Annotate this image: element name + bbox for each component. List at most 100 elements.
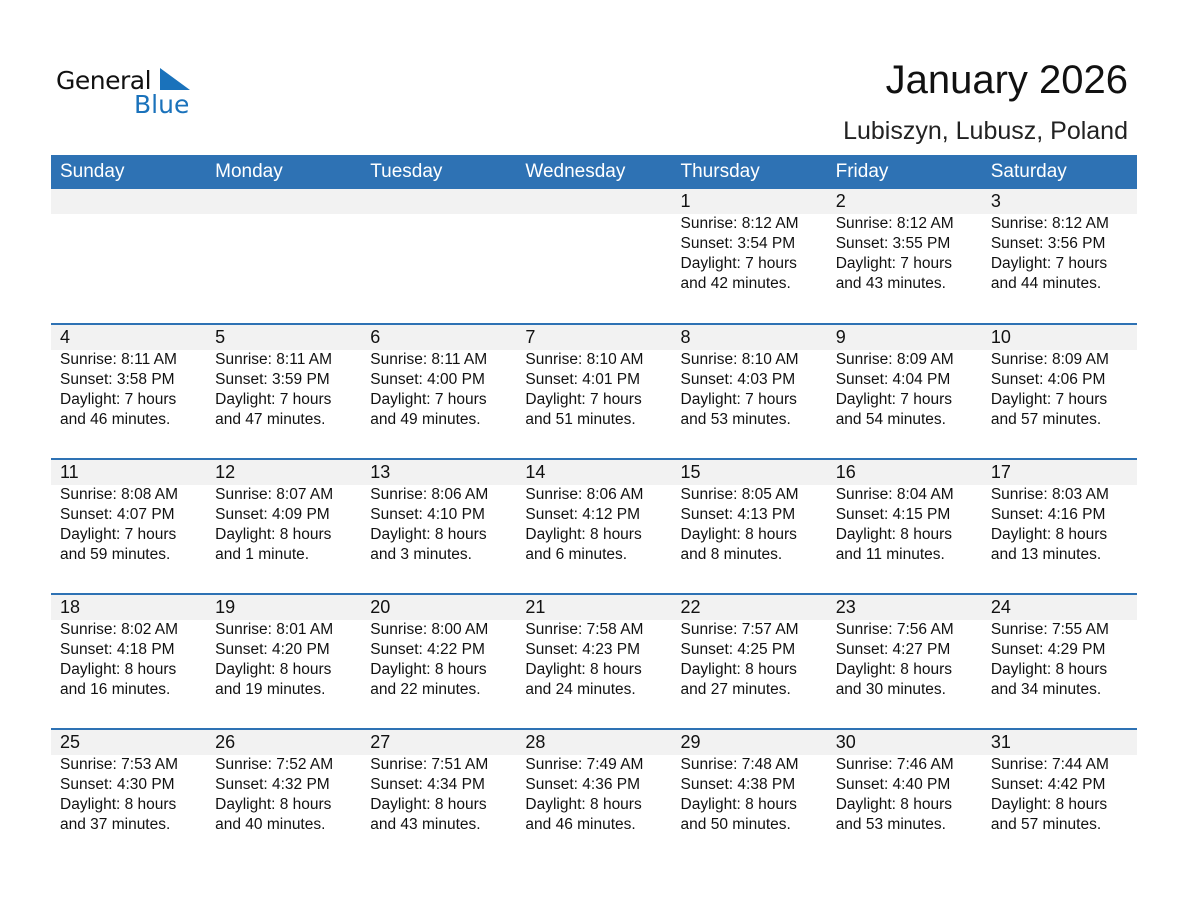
day-cell: 28 Sunrise: 7:49 AM Sunset: 4:36 PM Dayligh… — [516, 730, 671, 865]
day-cell: 12 Sunrise: 8:07 AM Sunset: 4:09 PM Dayligh… — [206, 460, 361, 595]
sunrise-text: Sunrise: 7:55 AM — [990, 621, 1109, 638]
daylight-minutes-text: and 8 minutes. — [680, 546, 783, 563]
daylight-minutes-text: and 11 minutes. — [835, 546, 945, 563]
sunrise-text: Sunrise: 8:10 AM — [525, 351, 644, 368]
sunset-text: Sunset: 4:09 PM — [215, 506, 330, 523]
sunrise-text: Sunrise: 8:09 AM — [835, 351, 954, 368]
daylight-minutes-text: and 43 minutes. — [370, 816, 481, 833]
weekday-thursday: Thursday — [680, 161, 760, 182]
daylight-minutes-text: and 43 minutes. — [835, 275, 946, 292]
sunset-text: Sunset: 4:23 PM — [525, 641, 640, 658]
sunset-text: Sunset: 3:54 PM — [680, 235, 796, 252]
daylight-minutes-text: and 22 minutes. — [370, 681, 481, 698]
daylight-minutes-text: and 53 minutes. — [835, 816, 946, 833]
sunrise-text: Sunrise: 8:03 AM — [990, 486, 1109, 503]
day-number: 30 — [835, 732, 856, 752]
daylight-minutes-text: and 46 minutes. — [525, 816, 636, 833]
day-cell: 19 Sunrise: 8:01 AM Sunset: 4:20 PM Dayligh… — [206, 595, 361, 730]
day-number: 15 — [680, 462, 701, 482]
sunset-text: Sunset: 4:16 PM — [990, 506, 1106, 523]
daylight-minutes-text: and 44 minutes. — [990, 275, 1102, 292]
sunrise-text: Sunrise: 7:49 AM — [525, 756, 644, 773]
sunrise-text: Sunrise: 8:00 AM — [370, 621, 489, 638]
daylight-text: Daylight: 7 hours — [215, 391, 332, 408]
day-number: 10 — [990, 327, 1011, 347]
sunset-text: Sunset: 4:03 PM — [680, 371, 796, 388]
logo-text-general: General — [56, 66, 152, 95]
daylight-minutes-text: and 27 minutes. — [680, 681, 791, 698]
daylight-text: Daylight: 8 hours — [835, 796, 952, 813]
day-cell: 20 Sunrise: 8:00 AM Sunset: 4:22 PM Dayligh… — [361, 595, 516, 730]
sunrise-text: Sunrise: 8:12 AM — [680, 215, 799, 232]
sunrise-text: Sunrise: 8:11 AM — [370, 351, 488, 368]
sunset-text: Sunset: 3:56 PM — [990, 235, 1106, 252]
sunset-text: Sunset: 4:18 PM — [60, 641, 175, 658]
daylight-minutes-text: and 50 minutes. — [680, 816, 791, 833]
daylight-minutes-text: and 16 minutes. — [60, 681, 171, 698]
daylight-minutes-text: and 53 minutes. — [680, 411, 791, 428]
daylight-text: Daylight: 8 hours — [215, 526, 332, 543]
sunrise-text: Sunrise: 7:46 AM — [835, 756, 954, 773]
sunrise-text: Sunrise: 8:10 AM — [680, 351, 799, 368]
daylight-minutes-text: and 34 minutes. — [990, 681, 1102, 698]
weekday-friday: Friday — [835, 161, 889, 182]
daylight-text: Daylight: 8 hours — [60, 661, 177, 678]
sunrise-text: Sunrise: 8:11 AM — [215, 351, 333, 368]
day-cell: 16 Sunrise: 8:04 AM Sunset: 4:15 PM Dayligh… — [827, 460, 982, 595]
date-band — [51, 595, 1137, 620]
week-row: 4 Sunrise: 8:11 AM Sunset: 3:58 PM Daylight… — [51, 323, 1137, 458]
daylight-text: Daylight: 7 hours — [680, 255, 797, 272]
day-number: 25 — [60, 732, 81, 752]
daylight-minutes-text: and 46 minutes. — [60, 411, 171, 428]
daylight-text: Daylight: 8 hours — [680, 526, 797, 543]
daylight-text: Daylight: 7 hours — [370, 391, 487, 408]
daylight-text: Daylight: 7 hours — [60, 526, 177, 543]
week-row: 11 Sunrise: 8:08 AM Sunset: 4:07 PM Dayligh… — [51, 458, 1137, 593]
daylight-text: Daylight: 7 hours — [835, 255, 952, 272]
daylight-text: Daylight: 7 hours — [60, 391, 177, 408]
day-cell: 7 Sunrise: 8:10 AM Sunset: 4:01 PM Daylight… — [516, 325, 671, 460]
day-number: 12 — [215, 462, 236, 482]
sunrise-text: Sunrise: 7:52 AM — [215, 756, 334, 773]
day-cell: 21 Sunrise: 7:58 AM Sunset: 4:23 PM Dayligh… — [516, 595, 671, 730]
day-cell: 23 Sunrise: 7:56 AM Sunset: 4:27 PM Dayligh… — [827, 595, 982, 730]
day-number: 16 — [835, 462, 856, 482]
daylight-minutes-text: and 1 minute. — [215, 546, 310, 563]
daylight-text: Daylight: 8 hours — [990, 796, 1108, 813]
sunrise-text: Sunrise: 8:06 AM — [525, 486, 644, 503]
sunset-text: Sunset: 4:34 PM — [370, 776, 485, 793]
day-cell: 3 Sunrise: 8:12 AM Sunset: 3:56 PM Daylight… — [982, 189, 1137, 324]
sunset-text: Sunset: 4:27 PM — [835, 641, 951, 658]
sunset-text: Sunset: 4:15 PM — [835, 506, 951, 523]
sunrise-text: Sunrise: 8:02 AM — [60, 621, 179, 638]
daylight-minutes-text: and 6 minutes. — [525, 546, 628, 563]
day-number: 22 — [680, 597, 701, 617]
day-cell: 18 Sunrise: 8:02 AM Sunset: 4:18 PM Dayligh… — [51, 595, 206, 730]
day-cell: 13 Sunrise: 8:06 AM Sunset: 4:10 PM Dayligh… — [361, 460, 516, 595]
sunrise-text: Sunrise: 8:08 AM — [60, 486, 179, 503]
weekday-wednesday: Wednesday — [525, 161, 626, 182]
sunset-text: Sunset: 4:01 PM — [525, 371, 640, 388]
sunrise-text: Sunrise: 7:44 AM — [990, 756, 1109, 773]
day-number: 31 — [990, 732, 1011, 752]
daylight-minutes-text: and 19 minutes. — [215, 681, 326, 698]
day-number: 5 — [215, 327, 226, 347]
daylight-text: Daylight: 8 hours — [680, 796, 797, 813]
location-subtitle: Lubiszyn, Lubusz, Poland — [843, 117, 1128, 145]
sunset-text: Sunset: 4:00 PM — [370, 371, 485, 388]
day-cell: 6 Sunrise: 8:11 AM Sunset: 4:00 PM Daylight… — [361, 325, 516, 460]
day-number: 23 — [835, 597, 856, 617]
day-number: 14 — [525, 462, 546, 482]
sunrise-text: Sunrise: 8:06 AM — [370, 486, 489, 503]
day-number: 26 — [215, 732, 236, 752]
day-cell: 5 Sunrise: 8:11 AM Sunset: 3:59 PM Daylight… — [206, 325, 361, 460]
weekday-sunday: Sunday — [60, 161, 125, 182]
weekday-saturday: Saturday — [990, 161, 1067, 182]
weekday-header: Sunday Monday Tuesday Wednesday Thursday… — [51, 155, 1137, 189]
day-number: 20 — [370, 597, 391, 617]
day-cell: 2 Sunrise: 8:12 AM Sunset: 3:55 PM Daylight… — [827, 189, 982, 324]
sunrise-text: Sunrise: 7:48 AM — [680, 756, 799, 773]
daylight-minutes-text: and 40 minutes. — [215, 816, 326, 833]
day-cell: 15 Sunrise: 8:05 AM Sunset: 4:13 PM Dayligh… — [672, 460, 827, 595]
